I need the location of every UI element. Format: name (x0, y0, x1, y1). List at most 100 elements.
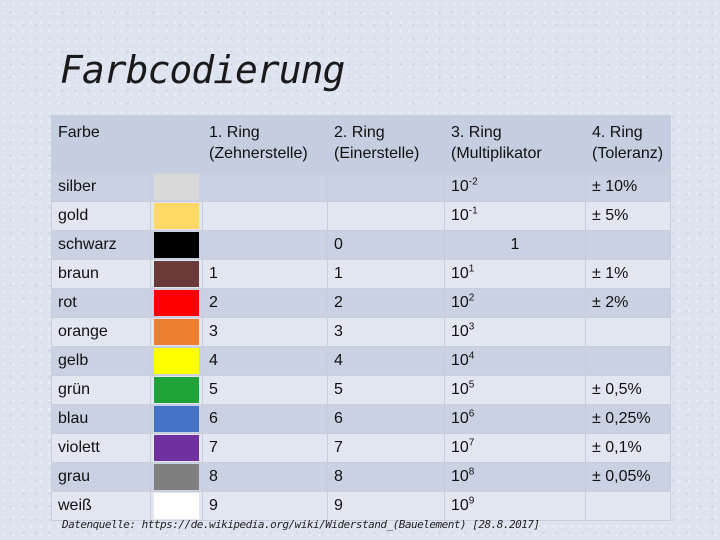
color-swatch-cell (150, 433, 203, 463)
ring2-cell (327, 201, 445, 231)
header-ring1-line1: 1. Ring (209, 124, 260, 141)
color-swatch (154, 174, 199, 200)
ring2-cell: 2 (327, 288, 445, 318)
ring4-cell: ± 0,1% (585, 433, 671, 463)
multiplier-base: 10 (451, 381, 469, 398)
ring4-cell: ± 2% (585, 288, 671, 318)
multiplier-base: 10 (451, 294, 469, 311)
ring3-cell: 108 (444, 462, 586, 492)
multiplier-base: 10 (451, 410, 469, 427)
ring3-cell: 10-2 (444, 172, 586, 202)
ring2-cell: 3 (327, 317, 445, 347)
ring1-cell: 5 (202, 375, 328, 405)
ring1-cell: 8 (202, 462, 328, 492)
color-swatch (154, 203, 199, 229)
ring1-cell (202, 201, 328, 231)
multiplier-exponent: 1 (468, 263, 475, 275)
color-code-table: Farbe 1. Ring (Zehnerstelle) 2. Ring (Ei… (51, 115, 671, 521)
ring3-cell: 1 (444, 230, 586, 260)
color-name-cell: violett (51, 433, 151, 463)
ring3-cell: 105 (444, 375, 586, 405)
ring3-cell: 10-1 (444, 201, 586, 231)
ring3-cell: 107 (444, 433, 586, 463)
multiplier-exponent: -2 (468, 176, 478, 188)
header-ring1-line2: (Zehnerstelle) (209, 145, 308, 162)
ring1-cell: 4 (202, 346, 328, 376)
header-ring3-line2: (Multiplikator (451, 145, 542, 162)
multiplier-exponent: 4 (468, 350, 475, 362)
ring4-cell: ± 0,25% (585, 404, 671, 434)
ring3-cell: 109 (444, 491, 586, 521)
multiplier-exponent: 8 (468, 466, 475, 478)
ring2-cell: 6 (327, 404, 445, 434)
header-farbe: Farbe (51, 115, 151, 173)
header-ring1: 1. Ring (Zehnerstelle) (202, 115, 328, 173)
color-name-cell: silber (51, 172, 151, 202)
color-swatch (154, 290, 199, 316)
color-swatch-cell (150, 404, 203, 434)
ring4-cell (585, 346, 671, 376)
table-row: weiß 9 9 109 (51, 491, 671, 521)
multiplier-base: 10 (451, 352, 469, 369)
ring2-cell: 8 (327, 462, 445, 492)
color-name-cell: gold (51, 201, 151, 231)
table-row: grün 5 5 105 ± 0,5% (51, 375, 671, 405)
multiplier-exponent: 3 (468, 321, 475, 333)
table-row: violett 7 7 107 ± 0,1% (51, 433, 671, 463)
color-swatch-cell (150, 462, 203, 492)
table-body: silber 10-2 ± 10% gold 10-1 ± 5% schwarz 0 1 brau… (51, 172, 671, 521)
table-row: blau 6 6 106 ± 0,25% (51, 404, 671, 434)
ring4-cell (585, 491, 671, 521)
color-name-cell: blau (51, 404, 151, 434)
header-ring3-line1: 3. Ring (451, 124, 502, 141)
color-swatch-cell (150, 491, 203, 521)
ring4-cell: ± 5% (585, 201, 671, 231)
ring2-cell: 9 (327, 491, 445, 521)
color-swatch-cell (150, 230, 203, 260)
header-ring2: 2. Ring (Einerstelle) (327, 115, 445, 173)
ring1-cell: 6 (202, 404, 328, 434)
multiplier-base: 10 (451, 207, 469, 224)
ring3-cell: 103 (444, 317, 586, 347)
ring1-cell: 9 (202, 491, 328, 521)
ring3-cell: 104 (444, 346, 586, 376)
ring2-cell: 4 (327, 346, 445, 376)
table-row: gold 10-1 ± 5% (51, 201, 671, 231)
ring2-cell: 7 (327, 433, 445, 463)
ring4-cell: ± 10% (585, 172, 671, 202)
multiplier-exponent: 7 (468, 437, 475, 449)
header-ring2-line1: 2. Ring (334, 124, 385, 141)
color-name-cell: orange (51, 317, 151, 347)
multiplier-exponent: 5 (468, 379, 475, 391)
slide-title: Farbcodierung (60, 48, 345, 92)
multiplier-base: 10 (451, 265, 469, 282)
ring4-cell: ± 1% (585, 259, 671, 289)
multiplier-base: 10 (451, 323, 469, 340)
ring2-cell: 0 (327, 230, 445, 260)
table-row: braun 1 1 101 ± 1% (51, 259, 671, 289)
color-name-cell: weiß (51, 491, 151, 521)
ring1-cell: 7 (202, 433, 328, 463)
color-swatch (154, 377, 199, 403)
multiplier-exponent: 2 (468, 292, 475, 304)
header-ring3: 3. Ring (Multiplikator (444, 115, 586, 173)
color-swatch-cell (150, 259, 203, 289)
ring1-cell: 3 (202, 317, 328, 347)
color-swatch (154, 348, 199, 374)
header-ring4-line1: 4. Ring (592, 124, 643, 141)
color-name-cell: braun (51, 259, 151, 289)
color-swatch-cell (150, 288, 203, 318)
multiplier-base: 10 (451, 468, 469, 485)
color-swatch-cell (150, 317, 203, 347)
multiplier-base: 10 (451, 178, 469, 195)
ring4-cell (585, 230, 671, 260)
header-ring4-line2: (Toleranz) (592, 145, 664, 162)
multiplier-exponent: 6 (468, 408, 475, 420)
color-name-cell: gelb (51, 346, 151, 376)
ring3-cell: 106 (444, 404, 586, 434)
header-ring4: 4. Ring (Toleranz) (585, 115, 671, 173)
color-swatch (154, 406, 199, 432)
table-row: schwarz 0 1 (51, 230, 671, 260)
color-swatch-cell (150, 201, 203, 231)
color-swatch (154, 435, 199, 461)
